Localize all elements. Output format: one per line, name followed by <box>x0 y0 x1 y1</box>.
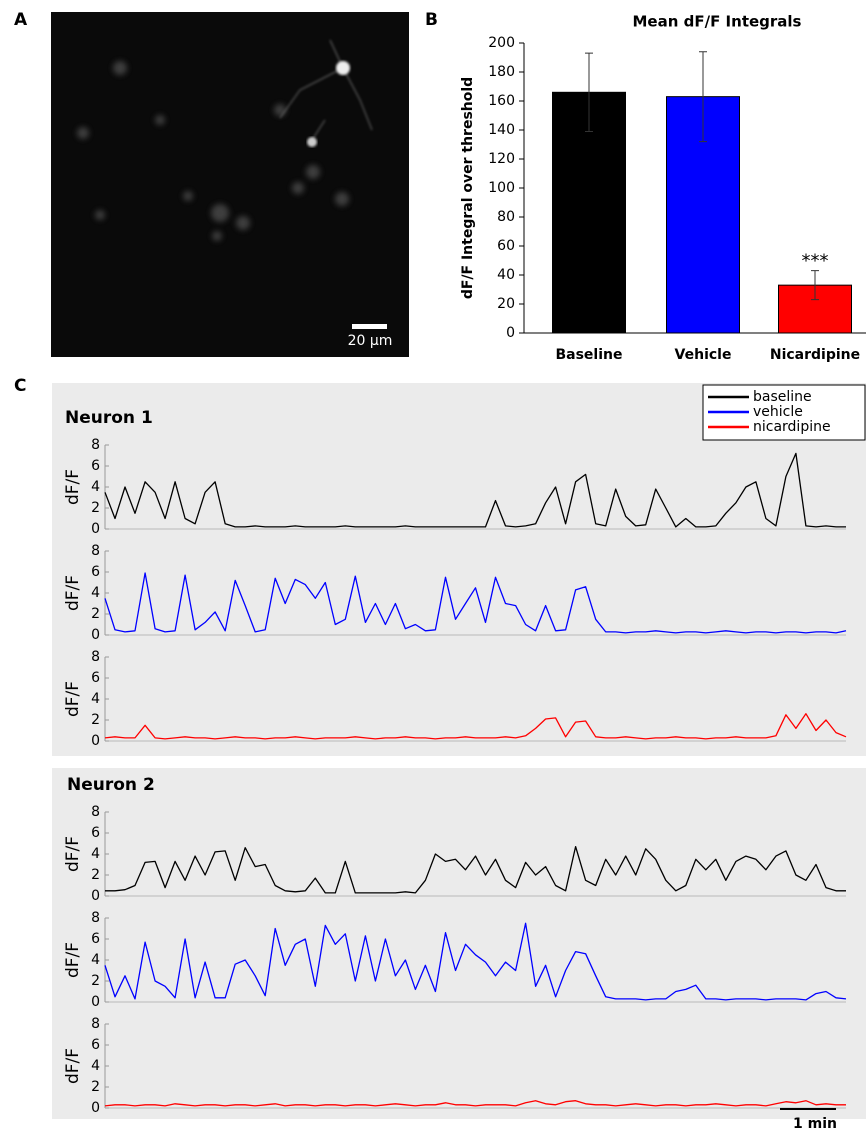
scale-bar-label: 20 µm <box>348 333 393 349</box>
y-tick-label: 0 <box>91 627 100 643</box>
panel-label: B <box>425 10 438 30</box>
y-tick-label: 60 <box>497 238 515 254</box>
y-axis-label: dF/F <box>63 942 83 978</box>
trace <box>104 922 847 1001</box>
y-tick-label: 100 <box>488 180 515 196</box>
y-tick-label: 2 <box>91 867 100 883</box>
y-axis-label: dF/F <box>63 836 83 872</box>
y-tick-label: 4 <box>91 691 100 707</box>
y-tick-label: 8 <box>91 910 100 926</box>
legend-label: vehicle <box>753 404 803 420</box>
chart-title: Mean dF/F Integrals <box>633 13 802 31</box>
y-axis-label: dF/F <box>63 469 83 505</box>
panel-label: C <box>14 376 26 396</box>
y-tick-label: 120 <box>488 151 515 167</box>
y-tick-label: 200 <box>488 35 515 51</box>
y-tick-label: 2 <box>91 973 100 989</box>
y-tick-label: 180 <box>488 64 515 80</box>
y-tick-label: 140 <box>488 122 515 138</box>
trace <box>104 452 846 528</box>
y-tick-label: 2 <box>91 712 100 728</box>
error-bar <box>699 51 707 143</box>
trace <box>104 713 847 740</box>
x-tick-label: Baseline <box>555 347 622 363</box>
trace <box>104 1100 846 1107</box>
trace <box>104 572 847 634</box>
y-tick-label: 0 <box>91 888 100 904</box>
panel-background <box>52 768 866 1119</box>
y-tick-label: 6 <box>91 1037 100 1053</box>
y-tick-label: 0 <box>91 994 100 1010</box>
y-tick-label: 160 <box>488 93 515 109</box>
y-tick-label: 0 <box>91 521 100 537</box>
y-tick-label: 6 <box>91 931 100 947</box>
y-tick-label: 8 <box>91 649 100 665</box>
y-tick-label: 2 <box>91 500 100 516</box>
y-tick-label: 8 <box>91 543 100 559</box>
y-axis-label: dF/F <box>63 1048 83 1084</box>
panel-background <box>52 383 866 756</box>
y-tick-label: 2 <box>91 606 100 622</box>
y-tick-label: 20 <box>497 296 515 312</box>
y-tick-label: 6 <box>91 670 100 686</box>
y-tick-label: 4 <box>91 952 100 968</box>
bar <box>552 91 626 334</box>
y-tick-label: 4 <box>91 585 100 601</box>
y-tick-label: 8 <box>91 437 100 453</box>
significance-annotation: *** <box>802 251 829 272</box>
y-tick-label: 0 <box>506 325 515 341</box>
y-tick-label: 4 <box>91 1058 100 1074</box>
y-tick-label: 0 <box>91 1100 100 1116</box>
y-tick-label: 4 <box>91 846 100 862</box>
y-tick-label: 2 <box>91 1079 100 1095</box>
y-tick-label: 4 <box>91 479 100 495</box>
legend-label: baseline <box>753 389 812 405</box>
trace <box>105 845 846 894</box>
y-axis-label: dF/F <box>63 575 83 611</box>
panel-title: Neuron 1 <box>65 408 153 428</box>
error-bar <box>585 52 593 132</box>
y-tick-label: 6 <box>91 564 100 580</box>
panel-title: Neuron 2 <box>67 775 155 795</box>
y-axis-label: dF/F Integral over threshold <box>460 77 476 299</box>
y-tick-label: 40 <box>497 267 515 283</box>
error-bar <box>811 270 819 301</box>
y-tick-label: 0 <box>91 733 100 749</box>
y-tick-label: 80 <box>497 209 515 225</box>
legend-label: nicardipine <box>753 419 831 435</box>
y-tick-label: 6 <box>91 458 100 474</box>
y-tick-label: 8 <box>91 1016 100 1032</box>
micrograph <box>51 12 409 357</box>
x-tick-label: Vehicle <box>675 347 732 363</box>
panel-label: A <box>14 10 28 30</box>
x-scale-bar-label: 1 min <box>793 1116 837 1131</box>
y-tick-label: 8 <box>91 804 100 820</box>
y-tick-label: 6 <box>91 825 100 841</box>
y-axis-label: dF/F <box>63 681 83 717</box>
x-tick-label: Nicardipine <box>770 347 860 363</box>
